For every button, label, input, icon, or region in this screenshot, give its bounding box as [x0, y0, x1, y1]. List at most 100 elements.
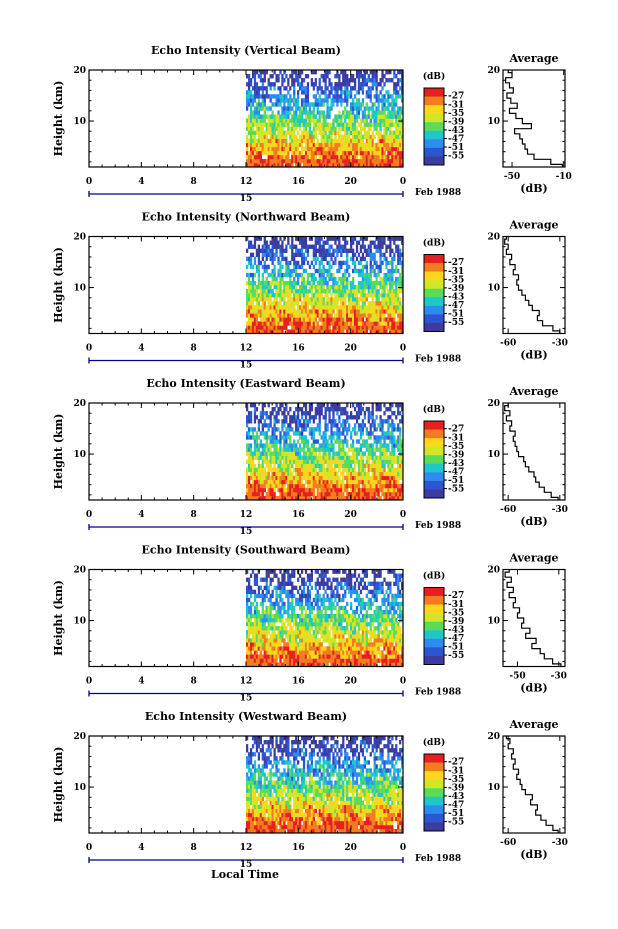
- heatmap-cell: [283, 305, 286, 310]
- heatmap-cell: [255, 431, 259, 436]
- heatmap-cell: [338, 419, 341, 424]
- heatmap-cell: [395, 102, 398, 107]
- heatmap-cell: [247, 260, 251, 266]
- heatmap-cell: [348, 138, 351, 144]
- heatmap-cell: [387, 102, 390, 107]
- heatmap-cell: [322, 90, 325, 95]
- heatmap-cell: [281, 662, 284, 667]
- heatmap-cell: [393, 102, 396, 107]
- heatmap-cell: [253, 411, 257, 416]
- heatmap-cell: [308, 479, 312, 485]
- heatmap-cell: [397, 427, 400, 432]
- heatmap-cell: [330, 483, 333, 489]
- heatmap-cell: [320, 260, 323, 266]
- heatmap-cell: [365, 94, 368, 99]
- heatmap-cell: [255, 94, 259, 99]
- heatmap-cell: [312, 455, 315, 460]
- heatmap-cell: [257, 126, 261, 131]
- heatmap-cell: [336, 427, 339, 432]
- heatmap-cell: [308, 495, 312, 501]
- heatmap-cell: [273, 463, 276, 468]
- heatmap-cell: [273, 285, 276, 290]
- heatmap-cell: [271, 439, 274, 444]
- heatmap-cell: [375, 142, 378, 148]
- heatmap-cell: [304, 301, 308, 306]
- heatmap-cell: [389, 309, 392, 314]
- heatmap-cell: [255, 467, 259, 473]
- heatmap-cell: [316, 297, 319, 302]
- heatmap-cell: [255, 252, 259, 258]
- heatmap-cell: [342, 487, 345, 493]
- heatmap-cell: [314, 98, 317, 103]
- heatmap-cell: [348, 423, 351, 428]
- heatmap-cell: [324, 459, 327, 464]
- heatmap-cell: [351, 487, 355, 493]
- heatmap-cell: [322, 256, 325, 262]
- heatmap-cell: [338, 403, 341, 408]
- heatmap-cell: [389, 94, 392, 99]
- heatmap-cell: [334, 285, 337, 290]
- average-y-tick-label: 10: [487, 450, 500, 460]
- heatmap-cell: [289, 313, 292, 318]
- heatmap-cell: [393, 240, 396, 245]
- heatmap-cell: [295, 122, 298, 127]
- heatmap-cell: [297, 309, 300, 314]
- heatmap-cell: [308, 415, 312, 420]
- heatmap-cell: [326, 154, 329, 160]
- heatmap-cell: [367, 321, 370, 326]
- heatmap-cell: [251, 289, 255, 294]
- heatmap-cell: [267, 150, 270, 156]
- heatmap-cell: [346, 110, 349, 115]
- heatmap-cell: [247, 256, 251, 262]
- heatmap-cell: [387, 459, 390, 464]
- heatmap-cell: [265, 94, 268, 99]
- heatmap-cell: [330, 435, 333, 440]
- heatmap-cell: [261, 415, 264, 420]
- heatmap-cell: [401, 276, 404, 282]
- heatmap-cell: [320, 483, 323, 489]
- heatmap-cell: [298, 289, 302, 294]
- heatmap-cell: [399, 447, 402, 452]
- heatmap-cell: [259, 114, 262, 119]
- heatmap-cell: [291, 236, 294, 241]
- heatmap-cell: [397, 142, 400, 148]
- heatmap-cell: [316, 301, 319, 306]
- heatmap-cell: [336, 455, 339, 460]
- colorbar-segment: [424, 147, 444, 157]
- heatmap-cell: [310, 491, 314, 497]
- colorbar-label: -55: [448, 485, 464, 495]
- heatmap-cell: [369, 483, 372, 489]
- colorbar-segment: [424, 446, 444, 456]
- heatmap-cell: [373, 423, 376, 428]
- heatmap-cell: [249, 309, 253, 314]
- heatmap-cell: [350, 305, 353, 310]
- heatmap-cell: [291, 134, 294, 140]
- heatmap-cell: [255, 138, 259, 144]
- heatmap-cell: [316, 285, 319, 290]
- heatmap-cell: [344, 106, 347, 111]
- heatmap-cell: [291, 70, 294, 75]
- heatmap-cell: [277, 244, 280, 249]
- heatmap-cell: [397, 423, 400, 428]
- heatmap-cell: [289, 285, 292, 290]
- heatmap-cell: [306, 495, 310, 501]
- heatmap-cell: [399, 305, 402, 310]
- heatmap-cell: [351, 455, 355, 460]
- heatmap-cell: [377, 439, 380, 444]
- heatmap-cell: [312, 475, 315, 481]
- heatmap-cell: [318, 415, 321, 420]
- heatmap-cell: [373, 154, 376, 160]
- heatmap-cell: [357, 463, 361, 468]
- heatmap-cell: [389, 451, 392, 456]
- heatmap-cell: [320, 74, 323, 79]
- heatmap-cell: [338, 475, 341, 481]
- heatmap-cell: [298, 240, 302, 245]
- heatmap-cell: [275, 236, 278, 241]
- heatmap-cell: [340, 82, 343, 87]
- heatmap-cell: [344, 74, 347, 79]
- heatmap-cell: [310, 134, 314, 140]
- heatmap-cell: [346, 439, 349, 444]
- heatmap-cell: [326, 146, 329, 152]
- heatmap-cell: [291, 459, 294, 464]
- heatmap-cell: [367, 114, 370, 119]
